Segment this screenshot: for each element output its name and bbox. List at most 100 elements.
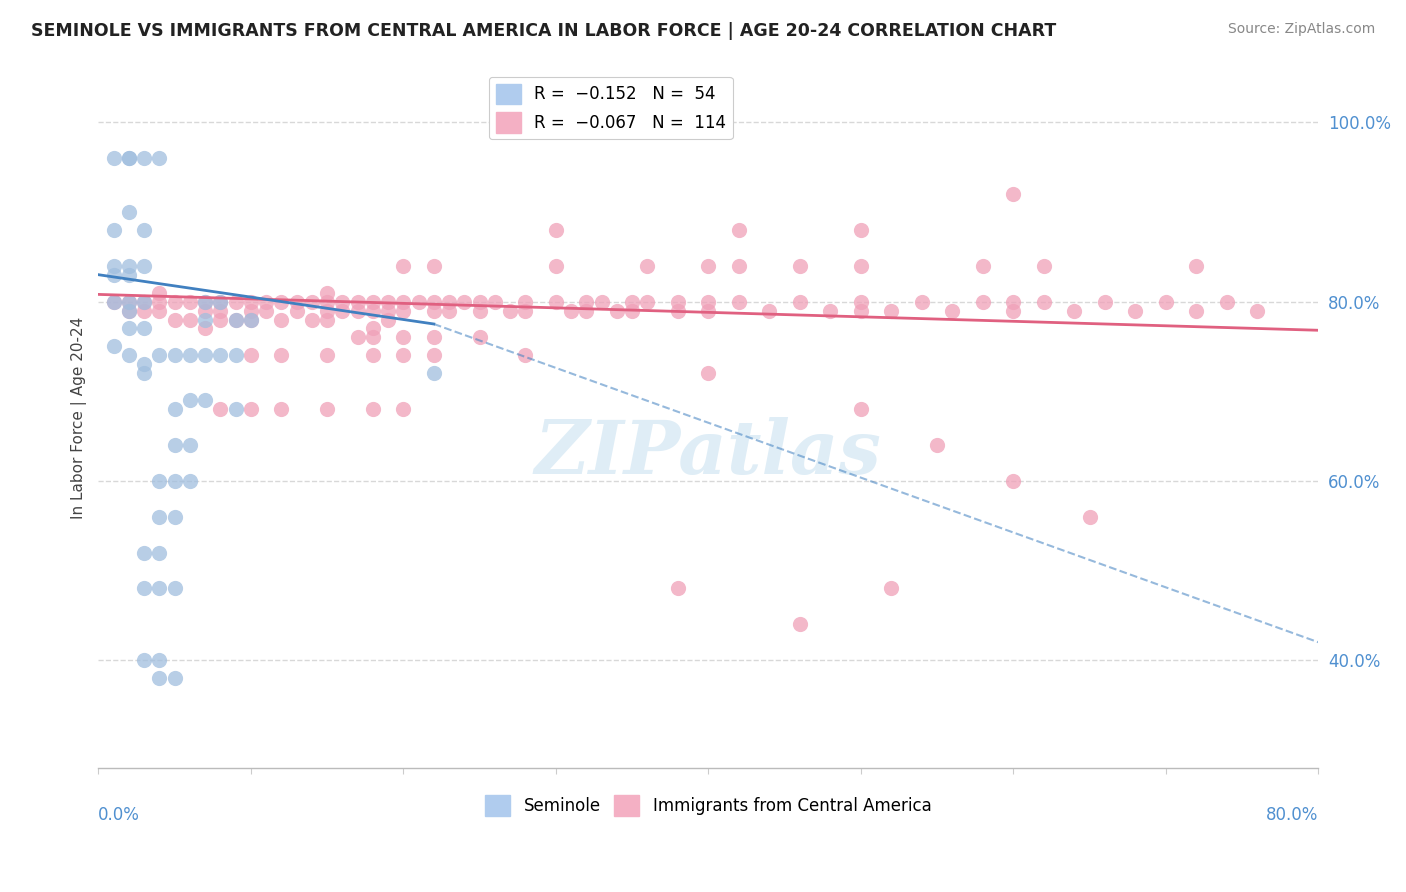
Point	[132, 223, 155, 237]
Point	[148, 509, 170, 524]
Point	[925, 438, 948, 452]
Point	[849, 294, 872, 309]
Point	[1246, 303, 1268, 318]
Point	[148, 303, 170, 318]
Point	[423, 294, 446, 309]
Point	[148, 582, 170, 596]
Text: 80.0%: 80.0%	[1265, 806, 1319, 824]
Point	[515, 294, 537, 309]
Point	[225, 312, 247, 326]
Point	[361, 321, 384, 335]
Point	[179, 393, 201, 408]
Point	[103, 294, 125, 309]
Point	[148, 151, 170, 165]
Point	[636, 259, 658, 273]
Point	[941, 303, 963, 318]
Point	[209, 348, 232, 362]
Point	[789, 294, 811, 309]
Point	[148, 294, 170, 309]
Point	[423, 259, 446, 273]
Point	[392, 294, 415, 309]
Point	[239, 312, 262, 326]
Point	[118, 321, 141, 335]
Point	[621, 303, 644, 318]
Point	[163, 348, 186, 362]
Point	[254, 303, 277, 318]
Point	[911, 294, 934, 309]
Point	[103, 223, 125, 237]
Point	[194, 294, 217, 309]
Point	[132, 653, 155, 667]
Point	[270, 348, 292, 362]
Point	[148, 545, 170, 559]
Point	[209, 294, 232, 309]
Point	[346, 303, 368, 318]
Point	[316, 402, 339, 417]
Point	[132, 151, 155, 165]
Point	[1078, 509, 1101, 524]
Point	[377, 312, 399, 326]
Point	[636, 294, 658, 309]
Point	[239, 348, 262, 362]
Point	[163, 438, 186, 452]
Point	[194, 294, 217, 309]
Point	[103, 339, 125, 353]
Point	[209, 294, 232, 309]
Point	[346, 294, 368, 309]
Point	[118, 259, 141, 273]
Point	[423, 366, 446, 380]
Point	[239, 303, 262, 318]
Point	[132, 294, 155, 309]
Legend: Seminole, Immigrants from Central America: Seminole, Immigrants from Central Americ…	[478, 789, 938, 822]
Point	[697, 259, 720, 273]
Point	[163, 294, 186, 309]
Point	[346, 330, 368, 344]
Point	[361, 303, 384, 318]
Point	[758, 303, 780, 318]
Point	[1063, 303, 1085, 318]
Point	[148, 653, 170, 667]
Point	[880, 582, 903, 596]
Point	[1185, 259, 1208, 273]
Point	[225, 402, 247, 417]
Point	[118, 294, 141, 309]
Point	[270, 312, 292, 326]
Point	[484, 294, 506, 309]
Point	[468, 330, 491, 344]
Point	[194, 348, 217, 362]
Point	[163, 509, 186, 524]
Point	[697, 303, 720, 318]
Point	[515, 348, 537, 362]
Point	[148, 474, 170, 488]
Point	[148, 348, 170, 362]
Point	[423, 303, 446, 318]
Point	[1002, 474, 1025, 488]
Point	[179, 438, 201, 452]
Point	[316, 348, 339, 362]
Point	[1154, 294, 1177, 309]
Text: ZIPatlas: ZIPatlas	[534, 417, 882, 490]
Point	[575, 294, 598, 309]
Point	[118, 268, 141, 282]
Point	[103, 259, 125, 273]
Point	[209, 303, 232, 318]
Point	[423, 330, 446, 344]
Point	[697, 366, 720, 380]
Point	[606, 303, 628, 318]
Point	[591, 294, 613, 309]
Point	[118, 348, 141, 362]
Point	[239, 402, 262, 417]
Point	[163, 671, 186, 685]
Point	[301, 294, 323, 309]
Point	[285, 294, 308, 309]
Point	[1032, 259, 1054, 273]
Point	[103, 294, 125, 309]
Point	[118, 303, 141, 318]
Point	[179, 312, 201, 326]
Point	[225, 348, 247, 362]
Point	[361, 402, 384, 417]
Point	[132, 545, 155, 559]
Point	[437, 294, 460, 309]
Point	[163, 402, 186, 417]
Point	[239, 294, 262, 309]
